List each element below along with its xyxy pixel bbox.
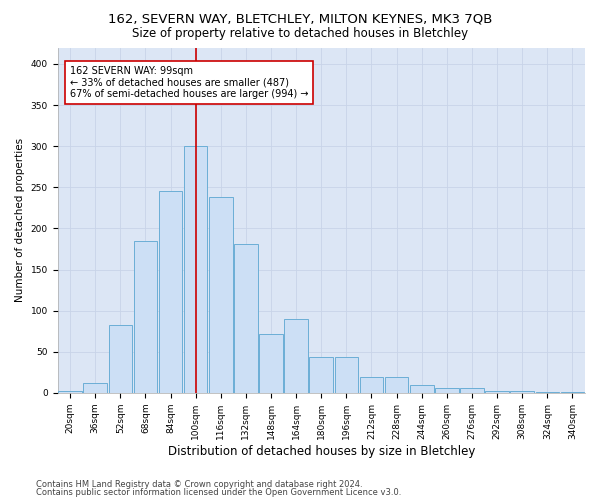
Bar <box>259 334 283 393</box>
Bar <box>410 384 434 393</box>
Bar <box>310 358 333 393</box>
Text: Contains HM Land Registry data © Crown copyright and database right 2024.: Contains HM Land Registry data © Crown c… <box>36 480 362 489</box>
X-axis label: Distribution of detached houses by size in Bletchley: Distribution of detached houses by size … <box>167 444 475 458</box>
Bar <box>159 192 182 393</box>
Bar <box>83 383 107 393</box>
Bar <box>184 146 208 393</box>
Bar <box>385 377 409 393</box>
Text: Contains public sector information licensed under the Open Government Licence v3: Contains public sector information licen… <box>36 488 401 497</box>
Bar <box>435 388 458 393</box>
Bar <box>536 392 559 393</box>
Y-axis label: Number of detached properties: Number of detached properties <box>15 138 25 302</box>
Bar <box>284 319 308 393</box>
Text: 162 SEVERN WAY: 99sqm
← 33% of detached houses are smaller (487)
67% of semi-det: 162 SEVERN WAY: 99sqm ← 33% of detached … <box>70 66 308 99</box>
Bar <box>511 391 534 393</box>
Bar <box>58 391 82 393</box>
Text: Size of property relative to detached houses in Bletchley: Size of property relative to detached ho… <box>132 28 468 40</box>
Bar <box>209 197 233 393</box>
Bar <box>485 391 509 393</box>
Bar <box>335 358 358 393</box>
Bar <box>360 377 383 393</box>
Bar <box>460 388 484 393</box>
Bar <box>234 244 257 393</box>
Text: 162, SEVERN WAY, BLETCHLEY, MILTON KEYNES, MK3 7QB: 162, SEVERN WAY, BLETCHLEY, MILTON KEYNE… <box>108 12 492 26</box>
Bar <box>560 392 584 393</box>
Bar <box>109 324 132 393</box>
Bar <box>134 240 157 393</box>
